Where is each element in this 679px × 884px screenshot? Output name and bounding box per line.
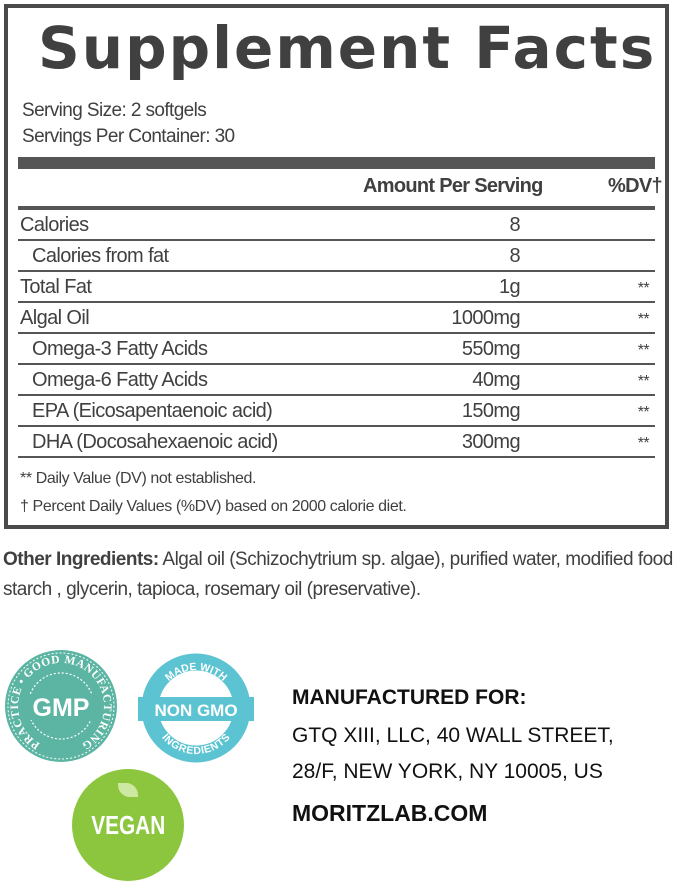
other-ingredients: Other Ingredients: Algal oil (Schizochyt…	[3, 545, 679, 605]
divider	[18, 157, 655, 169]
other-ingredients-label: Other Ingredients:	[3, 549, 159, 570]
nutrient-dv: **	[637, 404, 650, 421]
nutrient-amount: 8	[509, 245, 520, 267]
nutrient-label: Omega-3 Fatty Acids	[32, 338, 208, 360]
nutrient-label: Total Fat	[20, 276, 92, 298]
leaf-icon	[118, 783, 138, 797]
page-title: Supplement Facts	[38, 14, 657, 82]
website: MORITZLAB.COM	[292, 800, 488, 826]
nutrient-label: Omega-6 Fatty Acids	[32, 369, 208, 391]
nutrient-label: Algal Oil	[20, 307, 90, 329]
vegan-badge: VEGAN	[72, 769, 184, 881]
nutrient-label: EPA (Eicosapentaenoic acid)	[32, 400, 273, 422]
nutrient-dv: **	[637, 373, 650, 390]
nutrient-dv: **	[637, 342, 650, 359]
nutrient-amount: 1000mg	[451, 307, 520, 329]
nutrient-amount: 8	[509, 214, 520, 236]
nutrient-amount: 300mg	[461, 431, 521, 453]
nutrient-amount: 1g	[498, 276, 521, 298]
table-row: Calories from fat 8	[18, 241, 655, 272]
manufacturer-heading: MANUFACTURED FOR:	[292, 686, 527, 709]
dv-header: %DV†	[608, 175, 663, 197]
servings-per-container: Servings Per Container: 30	[22, 126, 235, 147]
table-row: Omega-6 Fatty Acids 40mg **	[18, 365, 655, 396]
table-row: Total Fat 1g **	[18, 272, 655, 303]
other-ingredients-text: Algal oil (Schizochytrium sp. algae), pu…	[3, 549, 673, 600]
gmp-text: GMP	[33, 694, 90, 722]
non-gmo-text: NON GMO	[154, 701, 237, 720]
nutrient-amount: 40mg	[472, 369, 520, 391]
vegan-text: VEGAN	[91, 809, 165, 840]
nutrient-amount: 550mg	[461, 338, 521, 360]
manufacturer-address-line2: 28/F, NEW YORK, NY 10005, US	[292, 760, 603, 783]
supplement-facts-panel: Supplement Facts Serving Size: 2 softgel…	[4, 4, 669, 529]
table-row: Calories 8	[18, 210, 655, 241]
table-row: DHA (Docosahexaenoic acid) 300mg **	[18, 427, 655, 458]
nutrient-dv: **	[637, 435, 650, 452]
nutrient-label: Calories from fat	[32, 245, 169, 267]
table-row: Algal Oil 1000mg **	[18, 303, 655, 334]
table-row: EPA (Eicosapentaenoic acid) 150mg **	[18, 396, 655, 427]
nutrient-label: Calories	[20, 214, 89, 236]
table-row: Omega-3 Fatty Acids 550mg **	[18, 334, 655, 365]
non-gmo-badge: MADE WITH INGREDIENTS NON GMO	[138, 653, 254, 763]
divider	[18, 206, 655, 210]
footnote: ** Daily Value (DV) not established.	[20, 470, 257, 487]
nutrient-label: DHA (Docosahexaenoic acid)	[32, 431, 278, 453]
amount-header: Amount Per Serving	[363, 175, 543, 197]
nutrient-amount: 150mg	[461, 400, 521, 422]
footnote: † Percent Daily Values (%DV) based on 20…	[20, 498, 407, 515]
gmp-badge: PRACTICE • GOOD MANUFACTURING GMP	[5, 650, 117, 762]
manufacturer-address-line1: GTQ XIII, LLC, 40 WALL STREET,	[292, 724, 614, 747]
serving-size: Serving Size: 2 softgels	[22, 100, 207, 121]
nutrient-dv: **	[637, 311, 650, 328]
nutrient-dv: **	[637, 280, 650, 297]
